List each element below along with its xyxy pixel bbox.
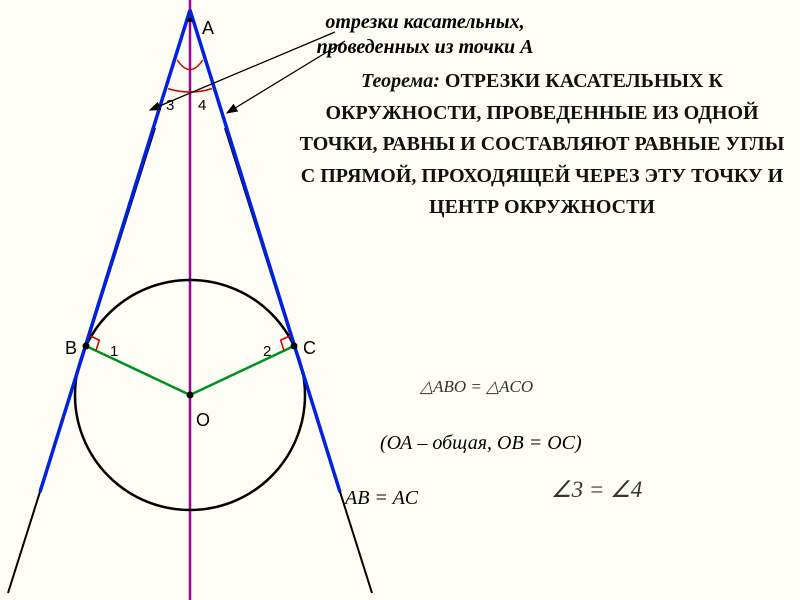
angle-label-2: 2	[263, 343, 271, 360]
ab-equals-ac: AB = AC	[345, 487, 418, 510]
oa-common-line: (ОА – общая, ОВ = ОС)	[380, 432, 582, 455]
triangles-text: △ABO = △ACO	[420, 377, 533, 396]
oa-text: (ОА – общая, ОВ = ОС)	[380, 432, 582, 454]
label-O: O	[196, 410, 210, 431]
ab-ac-text: AB = AC	[345, 487, 418, 509]
theorem-lead: Теорема:	[361, 70, 445, 92]
angle-label-3: 3	[166, 97, 174, 114]
header-text: отрезки касательных, проведенных из точк…	[317, 11, 534, 58]
theorem-body: ОТРЕЗКИ КАСАТЕЛЬНЫХ К ОКРУЖНОСТИ, ПРОВЕД…	[300, 70, 785, 218]
header-caption: отрезки касательных, проведенных из точк…	[280, 10, 570, 60]
label-B: B	[65, 338, 77, 359]
angle-eq-text: ∠3 = ∠4	[551, 477, 642, 502]
angle-label-4: 4	[198, 97, 206, 114]
triangles-equality: △ABO = △ACO	[420, 377, 533, 397]
theorem-block: Теорема: ОТРЕЗКИ КАСАТЕЛЬНЫХ К ОКРУЖНОСТ…	[292, 66, 792, 224]
label-A: A	[202, 18, 214, 39]
angle-3-eq-4: ∠3 = ∠4	[551, 477, 642, 503]
angle-label-1: 1	[110, 343, 118, 360]
label-C: C	[303, 338, 316, 359]
